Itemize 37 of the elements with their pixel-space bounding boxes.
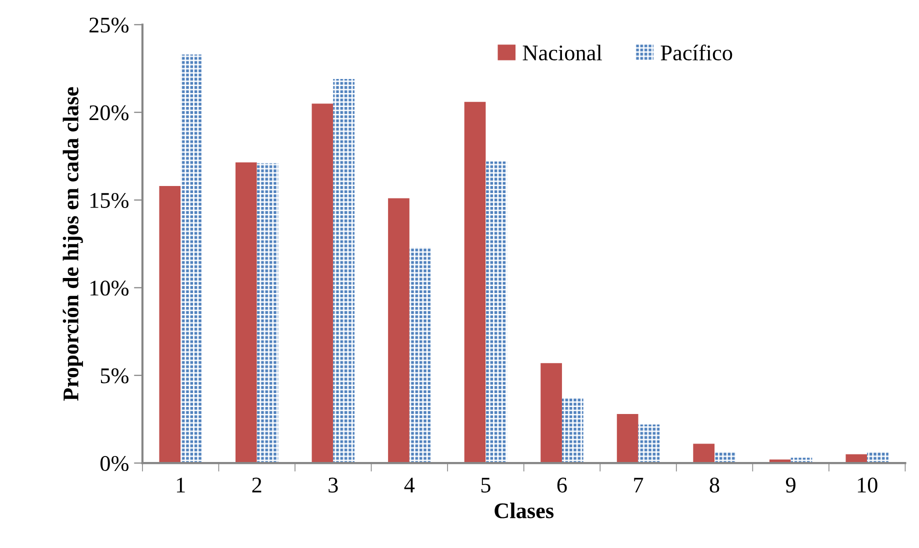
- bar: [540, 363, 562, 464]
- bar: [867, 452, 888, 464]
- bar: [714, 452, 736, 464]
- bar: [159, 186, 181, 464]
- legend-label: Pacífico: [660, 44, 732, 60]
- y-tick-label: 25%: [89, 18, 128, 33]
- legend-label: Nacional: [522, 44, 602, 60]
- bar: [388, 198, 410, 464]
- x-tick-label: 8: [710, 478, 720, 493]
- x-tick-label: 9: [786, 478, 796, 493]
- y-tick-label: 5%: [100, 368, 128, 384]
- bar: [409, 247, 431, 464]
- bar: [464, 102, 486, 464]
- x-tick-label: 2: [252, 478, 262, 492]
- bar: [486, 161, 508, 464]
- bar: [180, 54, 202, 464]
- y-axis-title: Proporción de hijos en cada clase: [62, 87, 83, 401]
- x-tick-label: 1: [176, 478, 185, 492]
- x-tick-label: 4: [404, 478, 415, 492]
- bar: [562, 398, 584, 464]
- bar: [312, 104, 334, 464]
- bar: [256, 163, 278, 464]
- bar: [616, 414, 638, 464]
- bar: [333, 79, 354, 464]
- bar: [693, 444, 715, 464]
- x-tick-label: 7: [634, 478, 644, 492]
- x-tick-label: 10: [858, 478, 878, 493]
- y-tick-label: 10%: [90, 280, 128, 296]
- x-axis-title: Clases: [494, 502, 554, 518]
- y-tick-label: 20%: [89, 105, 128, 120]
- y-tick-label: 0%: [100, 456, 128, 472]
- bar: [638, 424, 660, 464]
- y-tick-label: 15%: [90, 192, 128, 208]
- x-tick-label: 5: [481, 478, 490, 493]
- bar: [236, 162, 257, 464]
- x-tick-label: 6: [557, 478, 567, 493]
- x-tick-label: 3: [328, 478, 338, 493]
